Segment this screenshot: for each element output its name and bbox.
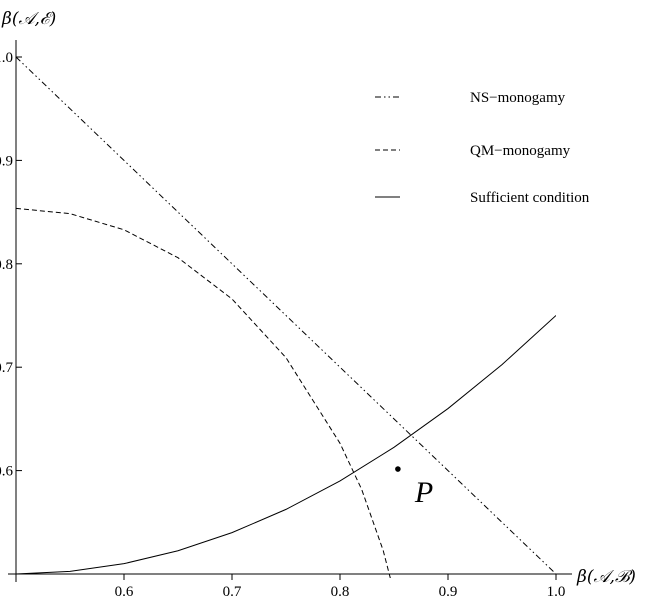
ticks: 0.6 0.7 0.8 0.9 1.0 0.6 0.7 0.8 0.9 1.0 — [0, 50, 565, 600]
x-tick-label: 0.9 — [439, 584, 458, 600]
x-tick-label: 0.7 — [223, 584, 242, 600]
legend: NS−monogamy QM−monogamy Sufficient conditi… — [375, 90, 590, 206]
legend-label-2: QM−monogamy — [470, 143, 571, 159]
series-line-3 — [16, 315, 556, 575]
y-tick-label: 0.9 — [0, 153, 13, 169]
series-line-2 — [16, 207, 391, 578]
y-tick-label: 1.0 — [0, 50, 13, 66]
x-tick-label: 0.8 — [331, 584, 350, 600]
point-p-label: P — [414, 476, 433, 509]
y-tick-label: 0.8 — [0, 257, 13, 273]
series-line-1 — [16, 56, 556, 575]
y-axis-label: β(𝒜,ℰ) — [1, 9, 56, 29]
series-layer — [16, 56, 556, 578]
x-axis-label: β(𝒜,ℬ) — [576, 567, 636, 587]
legend-label-1: NS−monogamy — [470, 90, 566, 106]
y-tick-label: 0.6 — [0, 464, 14, 480]
annotation-layer: P — [395, 466, 433, 509]
x-tick-label: 0.6 — [115, 584, 134, 600]
y-tick-label: 0.7 — [0, 360, 14, 376]
point-p-marker — [395, 466, 401, 472]
legend-label-3: Sufficient condition — [470, 190, 590, 206]
x-tick-label: 1.0 — [547, 584, 566, 600]
axes — [8, 40, 572, 582]
